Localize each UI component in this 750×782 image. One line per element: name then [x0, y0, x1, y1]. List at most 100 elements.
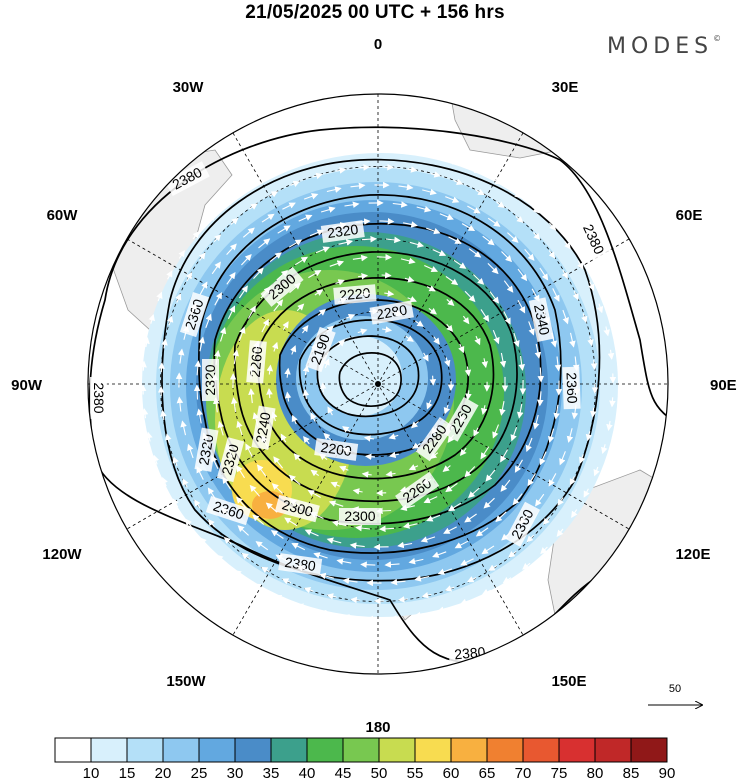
wind-arrow [421, 591, 432, 599]
wind-arrow [288, 474, 301, 486]
wind-arrow [424, 264, 439, 273]
wind-arrow [481, 358, 488, 369]
wind-arrow [414, 575, 430, 582]
wind-arrow [444, 585, 455, 592]
wind-arrow [472, 274, 485, 285]
colorbar-swatch [558, 737, 596, 763]
wind-arrow [408, 464, 419, 471]
wind-arrow [160, 409, 167, 420]
wind-arrow [548, 222, 557, 231]
wind-arrow [510, 427, 518, 442]
wind-arrow [252, 412, 259, 427]
wind-arrow [507, 232, 519, 243]
wind-arrow [462, 315, 470, 325]
wind-arrow [488, 564, 498, 571]
brand-name: MODES [607, 34, 714, 59]
wind-arrow [219, 327, 227, 342]
wind-arrow [258, 238, 271, 249]
wind-arrow [182, 325, 190, 340]
wind-arrow [342, 613, 353, 621]
wind-arrow [539, 267, 549, 281]
wind-arrow [513, 191, 522, 198]
wind-arrow [199, 537, 208, 546]
wind-arrow [513, 332, 520, 348]
wind-arrow [540, 546, 548, 555]
wind-arrow [337, 339, 346, 347]
wind-arrow [483, 497, 495, 509]
wind-arrow [508, 550, 517, 558]
brand-logo: MODES© [607, 34, 721, 59]
wind-arrow [237, 525, 249, 536]
wind-arrow [480, 405, 488, 415]
wind-arrow [230, 217, 239, 225]
wind-arrow [524, 248, 535, 261]
wind-arrow [255, 541, 269, 551]
wind-arrow [422, 352, 429, 362]
wind-arrow [384, 561, 400, 568]
wind-arrow [328, 500, 344, 507]
wind-arrow [426, 399, 433, 410]
wind-arrow [589, 407, 597, 418]
lon-label-180: 180 [365, 719, 390, 736]
contour-label: 2320 [202, 364, 218, 395]
wind-arrow [225, 443, 233, 458]
wind-arrow [261, 435, 269, 449]
wind-arrow [326, 537, 342, 544]
wind-arrow [172, 498, 179, 508]
wind-arrow [360, 290, 371, 298]
wind-arrow [499, 400, 506, 416]
wind-arrow [266, 388, 273, 399]
wind-arrow [481, 588, 492, 595]
wind-arrow [495, 511, 507, 523]
wind-arrow [185, 272, 193, 282]
wind-arrow [166, 315, 174, 326]
wind-arrow [403, 147, 414, 155]
colorbar-swatch [162, 737, 200, 763]
wind-arrow [503, 311, 511, 325]
wind-arrow [445, 275, 459, 286]
colorbar-swatch [522, 737, 560, 763]
wind-arrow [400, 257, 416, 265]
wind-arrow [399, 486, 410, 493]
wind-arrow [404, 276, 415, 283]
contour-label: 2340 [531, 303, 553, 337]
wind-arrow [273, 299, 284, 312]
wind-arrow [223, 536, 232, 545]
wind-arrow [390, 614, 401, 622]
wind-arrow [569, 332, 576, 348]
wind-arrow [358, 272, 369, 280]
wind-arrow [459, 598, 470, 605]
colorbar-label: 35 [263, 765, 280, 782]
wind-arrow [474, 335, 481, 346]
contour-label: 2280 [375, 301, 409, 322]
wind-arrow [296, 303, 305, 312]
wind-arrow [196, 466, 204, 480]
wind-arrow [459, 413, 466, 423]
wind-arrow [429, 452, 439, 459]
wind-arrow [518, 356, 525, 371]
wind-arrow [405, 335, 414, 342]
wind-arrow [526, 534, 535, 543]
wind-arrow [368, 307, 379, 315]
wind-arrow [240, 253, 252, 266]
wind-arrow [410, 421, 419, 429]
wind-arrow [349, 542, 365, 549]
wind-arrow [271, 411, 278, 422]
wind-arrow [432, 551, 447, 558]
wind-arrow [284, 517, 298, 527]
wind-arrow [208, 213, 216, 222]
wind-arrow [342, 426, 351, 433]
colorbar-label: 10 [83, 765, 100, 782]
copyright-mark: © [713, 34, 722, 43]
wind-arrow [194, 360, 202, 376]
wind-arrow [217, 420, 224, 436]
wind-arrow [571, 509, 578, 519]
longitude-label-set: 0 30E 60E 90E 120E 150E 180 150W 120W 90… [11, 36, 737, 736]
wind-arrow [550, 332, 558, 348]
wind-arrow [554, 356, 562, 372]
wind-arrow [447, 502, 462, 512]
wind-arrow [559, 451, 566, 466]
wind-arrow [177, 348, 185, 364]
wind-arrow [389, 451, 400, 459]
wind-arrow [301, 325, 309, 334]
